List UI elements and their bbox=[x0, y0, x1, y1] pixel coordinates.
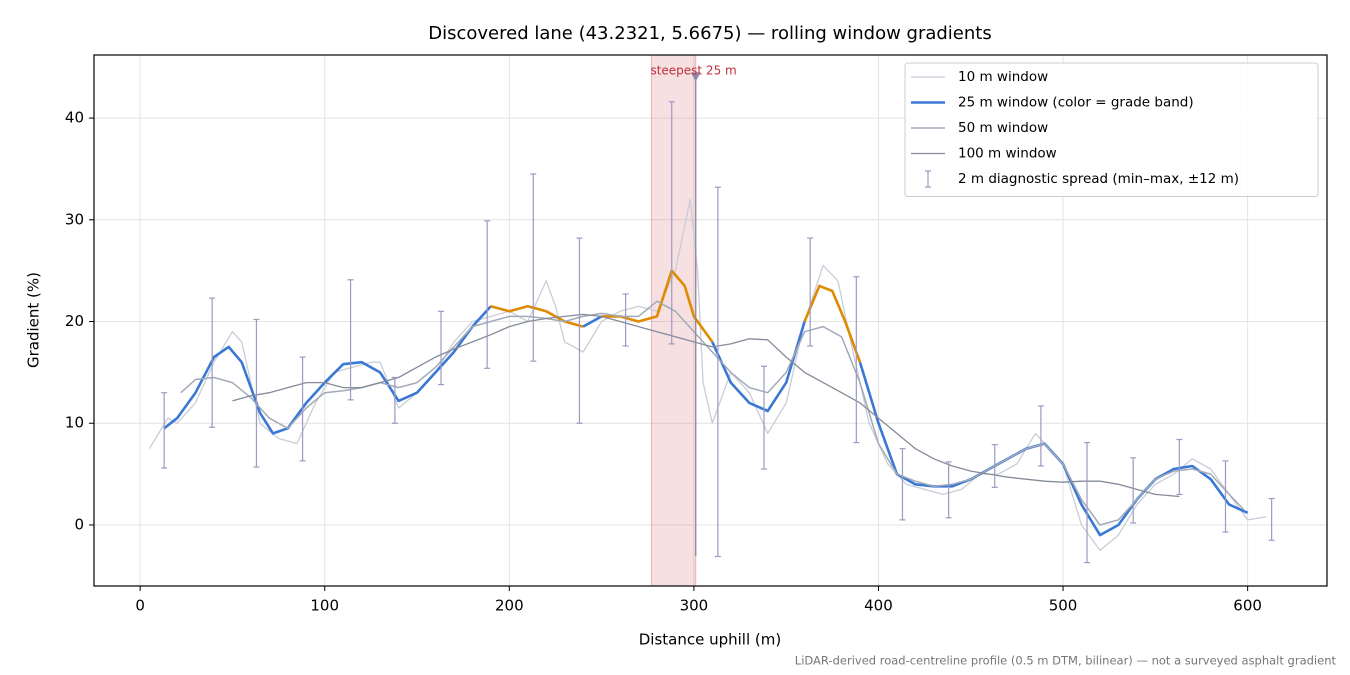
error-bar bbox=[853, 276, 860, 444]
error-bar bbox=[991, 444, 998, 488]
error-bar bbox=[945, 461, 952, 519]
x-tick-label: 600 bbox=[1233, 597, 1262, 615]
error-bar bbox=[530, 173, 537, 362]
error-bar bbox=[209, 297, 216, 428]
error-bar bbox=[668, 101, 675, 345]
x-tick-label: 300 bbox=[680, 597, 709, 615]
series-line bbox=[232, 313, 1180, 498]
annotation: steepest 25 m bbox=[650, 64, 736, 78]
legend: 10 m window 25 m window (color = grade ba… bbox=[904, 62, 1319, 197]
y-tick-label: 0 bbox=[74, 515, 84, 533]
error-bar bbox=[299, 356, 306, 462]
legend-label: 100 m window bbox=[958, 146, 1057, 162]
y-axis-label: Gradient (%) bbox=[25, 272, 43, 368]
legend-label: 50 m window bbox=[958, 120, 1048, 136]
error-bar bbox=[714, 186, 721, 558]
error-bar bbox=[761, 365, 768, 470]
x-tick-label: 200 bbox=[495, 597, 524, 615]
series-line bbox=[803, 284, 862, 363]
error-bar bbox=[576, 237, 583, 424]
x-tick-label: 0 bbox=[135, 597, 145, 615]
error-bar bbox=[391, 376, 398, 424]
error-bar bbox=[161, 392, 168, 469]
error-bar bbox=[484, 220, 491, 369]
x-tick-label: 100 bbox=[310, 597, 339, 615]
error-bar bbox=[347, 279, 354, 401]
error-bar bbox=[1268, 497, 1275, 541]
series-line bbox=[601, 269, 714, 343]
error-bar bbox=[622, 293, 629, 347]
series-line bbox=[582, 315, 603, 328]
error-bar bbox=[1176, 438, 1183, 496]
error-bar bbox=[807, 237, 814, 347]
chart-title: Discovered lane (43.2321, 5.6675) — roll… bbox=[428, 23, 991, 44]
legend-label: 10 m window bbox=[958, 69, 1048, 85]
error-bar bbox=[1222, 460, 1229, 533]
legend-label: 25 m window (color = grade band) bbox=[958, 95, 1194, 111]
y-tick-label: 40 bbox=[65, 109, 84, 127]
legend-box bbox=[904, 62, 1319, 197]
series-line bbox=[490, 305, 584, 328]
error-bar bbox=[899, 448, 906, 521]
x-tick-label: 400 bbox=[864, 597, 893, 615]
error-bar bbox=[438, 310, 445, 386]
x-axis-label: Distance uphill (m) bbox=[639, 631, 781, 649]
error-bar bbox=[1084, 441, 1091, 564]
error-bar bbox=[253, 318, 260, 468]
series-line bbox=[180, 300, 1245, 526]
error-bar bbox=[1130, 457, 1137, 524]
y-tick-label: 10 bbox=[65, 414, 84, 432]
y-tick-label: 30 bbox=[65, 210, 84, 228]
steepest-span bbox=[650, 54, 697, 587]
legend-label: 2 m diagnostic spread (min–max, ±12 m) bbox=[958, 171, 1239, 187]
plot-frame bbox=[93, 54, 1328, 587]
footnote: LiDAR-derived road-centreline profile (0… bbox=[795, 654, 1337, 668]
error-bar bbox=[1037, 405, 1044, 467]
steepest-marker bbox=[690, 72, 701, 82]
series-line bbox=[163, 305, 492, 435]
y-tick-label: 20 bbox=[65, 312, 84, 330]
series-line bbox=[711, 321, 806, 413]
x-tick-label: 500 bbox=[1049, 597, 1078, 615]
